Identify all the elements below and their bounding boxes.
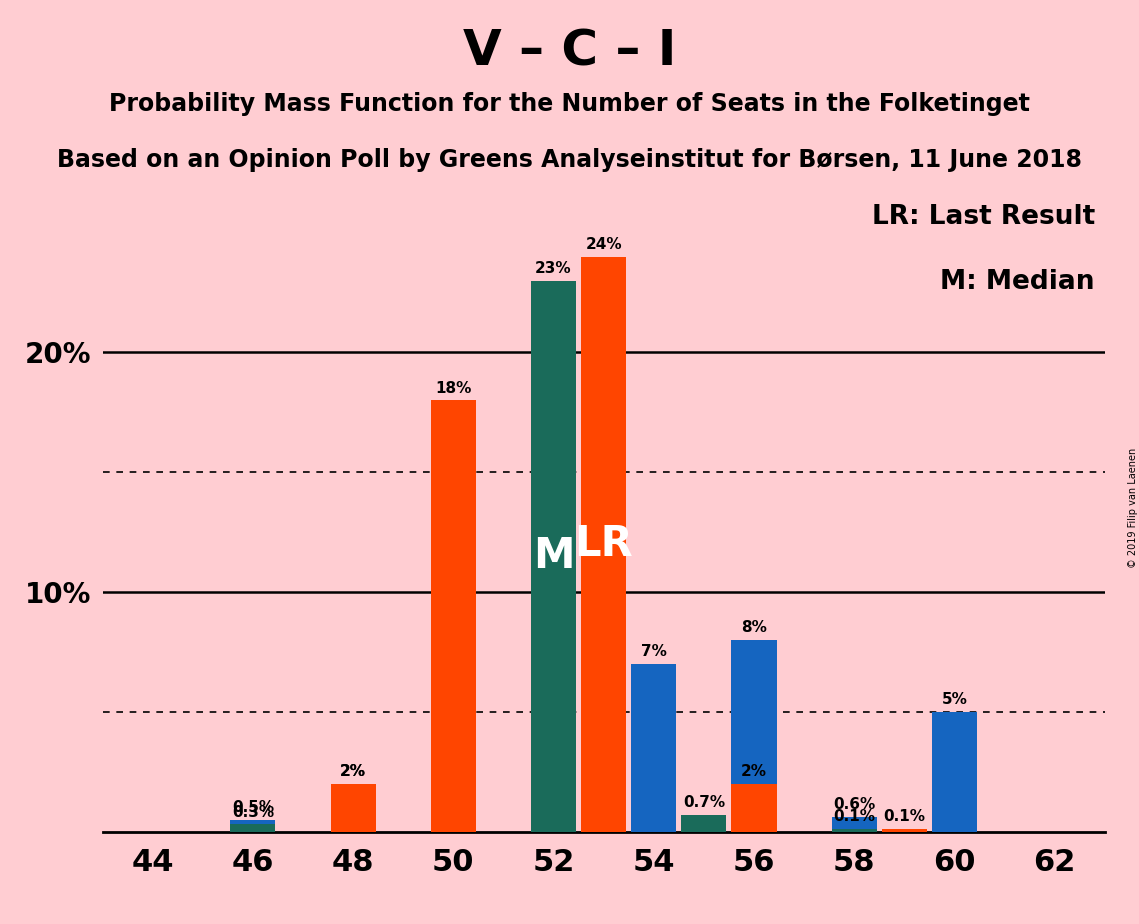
Text: 8%: 8% bbox=[741, 620, 767, 635]
Text: M: M bbox=[533, 535, 574, 578]
Text: © 2019 Filip van Laenen: © 2019 Filip van Laenen bbox=[1129, 448, 1138, 568]
Text: 2%: 2% bbox=[341, 764, 366, 779]
Bar bbox=[531, 736, 576, 832]
Text: LR: LR bbox=[574, 523, 633, 565]
Bar bbox=[831, 829, 877, 832]
Bar bbox=[932, 711, 977, 832]
Bar bbox=[431, 400, 476, 832]
Bar bbox=[882, 829, 927, 832]
Text: 0.5%: 0.5% bbox=[232, 800, 273, 815]
Text: 18%: 18% bbox=[435, 381, 472, 395]
Text: 0.6%: 0.6% bbox=[833, 797, 876, 812]
Text: 2%: 2% bbox=[741, 764, 767, 779]
Text: 5%: 5% bbox=[942, 692, 967, 707]
Bar bbox=[230, 820, 276, 832]
Text: 7%: 7% bbox=[641, 644, 666, 659]
Bar bbox=[531, 281, 576, 832]
Bar bbox=[681, 815, 727, 832]
Text: 0.1%: 0.1% bbox=[834, 809, 875, 824]
Bar bbox=[330, 784, 376, 832]
Text: 0.3%: 0.3% bbox=[232, 805, 273, 820]
Bar bbox=[431, 736, 476, 832]
Bar bbox=[631, 664, 677, 832]
Text: 24%: 24% bbox=[585, 237, 622, 252]
Text: 4%: 4% bbox=[541, 716, 566, 731]
Text: V – C – I: V – C – I bbox=[462, 28, 677, 76]
Text: 2%: 2% bbox=[341, 764, 366, 779]
Text: 0.7%: 0.7% bbox=[683, 795, 724, 810]
Text: 23%: 23% bbox=[535, 261, 572, 276]
Text: 4%: 4% bbox=[441, 716, 466, 731]
Text: Based on an Opinion Poll by Greens Analyseinstitut for Børsen, 11 June 2018: Based on an Opinion Poll by Greens Analy… bbox=[57, 148, 1082, 172]
Text: LR: Last Result: LR: Last Result bbox=[871, 204, 1095, 230]
Bar bbox=[581, 257, 626, 832]
Bar bbox=[330, 784, 376, 832]
Bar bbox=[731, 784, 777, 832]
Bar bbox=[831, 817, 877, 832]
Text: M: Median: M: Median bbox=[941, 269, 1095, 295]
Bar bbox=[731, 640, 777, 832]
Bar bbox=[230, 824, 276, 832]
Text: 0.1%: 0.1% bbox=[884, 809, 925, 824]
Text: Probability Mass Function for the Number of Seats in the Folketinget: Probability Mass Function for the Number… bbox=[109, 92, 1030, 116]
